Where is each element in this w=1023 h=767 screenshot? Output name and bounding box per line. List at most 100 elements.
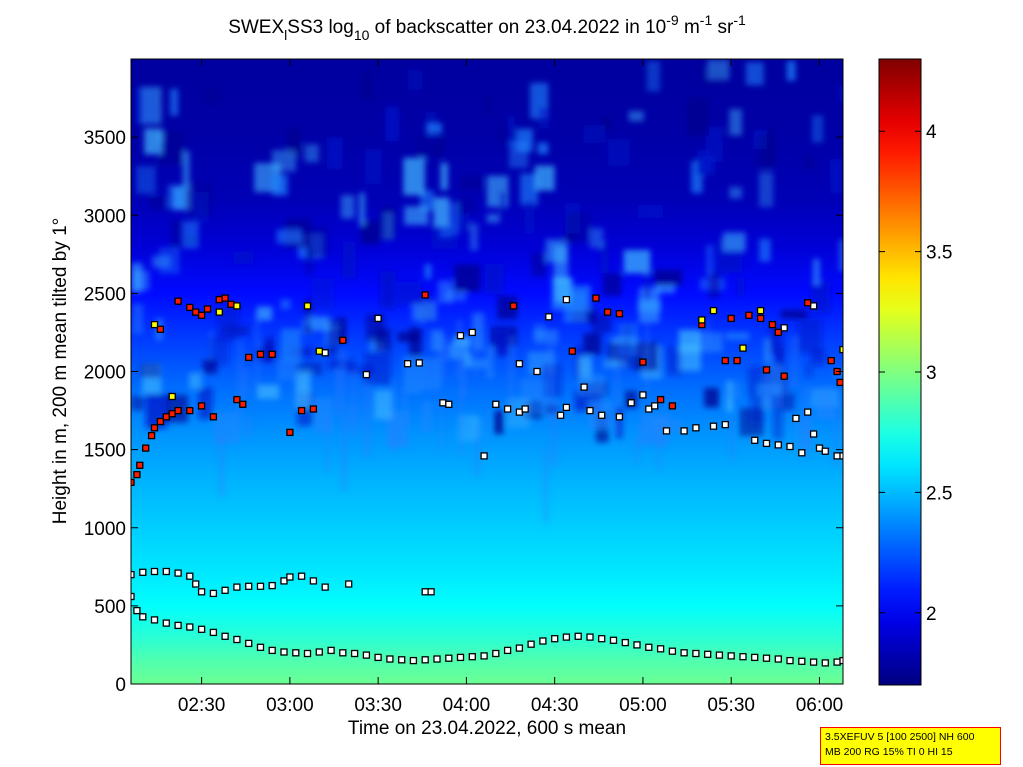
texture-patch [136,166,156,194]
y-tick-label: 2000 [84,363,126,384]
texture-patch [772,407,784,440]
data-point [398,656,406,664]
data-point [186,623,194,631]
data-point [133,606,141,615]
texture-patch [729,109,742,136]
data-point [615,413,624,421]
data-point [192,580,200,588]
texture-patch [725,381,742,400]
data-point [515,360,524,368]
texture-patch [520,173,538,205]
texture-streak [791,335,799,387]
texture-streak [440,395,444,453]
data-point [598,635,606,643]
x-tick-label: 05:30 [707,695,755,716]
data-point [627,399,635,407]
data-point [562,295,571,304]
texture-patch [280,328,301,363]
texture-patch [838,239,843,271]
texture-patch [342,241,356,278]
texture-patch [600,242,609,274]
data-point [715,651,724,659]
texture-patch [839,85,843,103]
data-point [386,655,394,663]
data-point [162,567,170,576]
data-point [245,582,253,590]
data-point [139,568,147,576]
data-point [362,651,371,659]
data-point [268,581,276,590]
data-point [833,658,841,666]
texture-patch [601,117,612,131]
texture-patch [465,352,472,366]
data-point [727,314,735,323]
texture-streak [347,405,355,430]
texture-patch [485,346,495,379]
texture-patch [149,196,168,211]
texture-patch [340,195,355,219]
texture-patch [804,155,814,170]
y-axis: 0 500 1000 1500 2000 2500 3000 3500 [84,128,843,696]
data-point [762,654,771,662]
data-point [280,577,288,585]
texture-patch [497,296,518,320]
y-tick-label: 0 [115,675,126,696]
texture-patch [449,202,459,235]
texture-patch [305,248,314,276]
data-point [515,408,524,416]
data-point [403,360,412,368]
data-point [680,649,688,657]
data-point [733,356,741,365]
data-point [374,653,382,662]
data-point [633,641,641,649]
data-point [727,652,735,660]
texture-streak [437,334,445,382]
data-point [809,430,818,438]
texture-patch [745,62,764,86]
texture-patch [509,140,529,168]
data-point [297,406,306,415]
texture-patch [207,337,229,366]
texture-patch [750,397,764,425]
x-tick-label: 05:00 [619,695,667,716]
texture-patch [386,411,409,448]
texture-patch [486,213,500,223]
data-point [515,644,524,652]
marker-series-red-square [131,291,843,487]
data-point [133,470,141,479]
data-point [586,633,594,641]
texture-patch [583,125,606,143]
texture-streak [833,402,840,468]
data-point [751,436,759,444]
texture-patch [167,184,185,209]
data-point [739,344,747,352]
texture-patch [697,149,711,172]
texture-streak [243,368,249,396]
colorbar-tick-label: 3 [926,363,937,384]
texture-patch [687,98,710,136]
data-point [762,366,771,374]
data-point [562,403,571,412]
data-point [203,305,212,313]
data-point [821,659,829,667]
data-point [439,399,447,407]
data-point [362,370,371,379]
data-point [809,302,818,310]
data-point [221,632,229,640]
texture-streak [403,386,408,427]
data-point [197,311,206,319]
data-point [374,314,382,323]
texture-patch [534,165,555,191]
texture-patch [312,316,330,331]
data-point [745,311,753,319]
x-tick-label: 03:00 [266,695,314,716]
data-point [692,424,700,432]
texture-patch [654,269,682,286]
data-point [527,640,535,648]
data-point [492,649,500,658]
data-point [456,331,465,340]
texture-patch [131,263,143,293]
data-point [186,572,194,580]
texture-streak [245,416,253,438]
data-point [162,619,170,627]
